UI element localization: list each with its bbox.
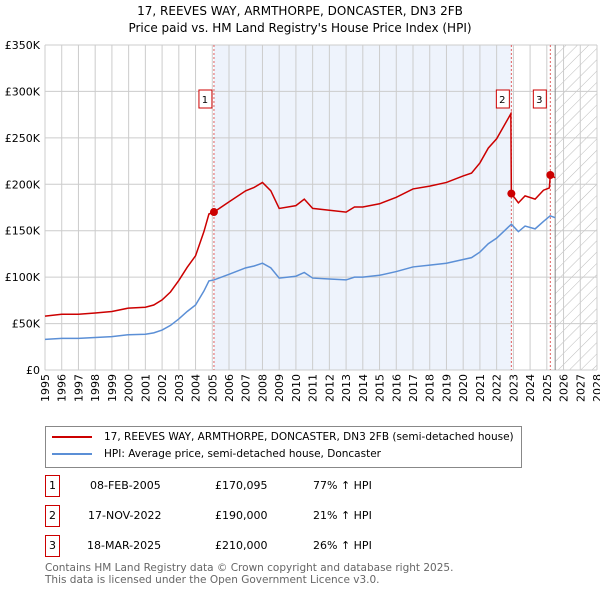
x-tick-label: 2012: [323, 374, 336, 402]
sale-number: 1: [45, 475, 60, 497]
legend-item-hpi: HPI: Average price, semi-detached house,…: [52, 448, 381, 460]
sale-hpi: 21% ↑ HPI: [313, 509, 372, 522]
sale-point: [546, 171, 555, 179]
sale-marker-label: 1: [202, 95, 208, 106]
legend-item-price: 17, REEVES WAY, ARMTHORPE, DONCASTER, DN…: [52, 431, 514, 443]
x-tick-label: 2006: [223, 374, 236, 402]
footer-line: Contains HM Land Registry data © Crown c…: [45, 562, 454, 574]
sale-number: 2: [45, 505, 60, 527]
y-tick-label: £250K: [5, 132, 41, 145]
sale-row: 3 18-MAR-2025 £210,000 26% ↑ HPI: [45, 535, 545, 557]
x-tick-label: 2020: [457, 374, 470, 402]
x-tick-label: 2001: [139, 374, 152, 402]
legend-label: HPI: Average price, semi-detached house,…: [104, 448, 381, 460]
title-line: 17, REEVES WAY, ARMTHORPE, DONCASTER, DN…: [137, 4, 463, 18]
x-tick-label: 2014: [357, 374, 370, 402]
x-tick-label: 1998: [89, 374, 102, 402]
sale-marker-box: [532, 89, 547, 109]
x-tick-label: 2027: [574, 374, 587, 402]
x-tick-label: 2000: [123, 374, 136, 402]
x-tick-label: 2017: [407, 374, 420, 402]
footer-line: This data is licensed under the Open Gov…: [45, 574, 380, 586]
sale-price: £170,095: [215, 479, 268, 492]
y-tick-label: £100K: [5, 271, 41, 284]
x-tick-label: 2008: [256, 374, 269, 402]
series-line-price: [44, 110, 556, 317]
sale-marker-label: 3: [536, 95, 542, 106]
x-tick-label: 2018: [424, 374, 437, 402]
x-tick-label: 2024: [524, 374, 537, 402]
x-tick-label: 2016: [390, 374, 403, 402]
x-tick-label: 2028: [591, 374, 600, 402]
x-tick-label: 2011: [307, 374, 320, 402]
x-tick-label: 2022: [491, 374, 504, 402]
subtitle-line: Price paid vs. HM Land Registry's House …: [128, 21, 472, 35]
x-tick-label: 2019: [440, 374, 453, 402]
x-tick-label: 2003: [173, 374, 186, 402]
x-tick-label: 2007: [240, 374, 253, 402]
x-tick-label: 2026: [558, 374, 571, 402]
x-tick-label: 1995: [39, 374, 52, 402]
legend-swatch-hpi: [52, 453, 92, 455]
x-tick-label: 2004: [190, 374, 203, 402]
legend-swatch-price: [52, 436, 92, 438]
sale-point: [209, 208, 218, 217]
x-tick-label: 1999: [106, 374, 119, 402]
sale-number: 3: [45, 535, 60, 557]
sale-price: £190,000: [215, 509, 268, 522]
y-tick-label: £0: [26, 364, 40, 377]
sale-date: 18-MAR-2025: [87, 539, 162, 552]
x-tick-label: 2025: [541, 374, 554, 402]
legend: 17, REEVES WAY, ARMTHORPE, DONCASTER, DN…: [45, 426, 522, 468]
x-tick-label: 2013: [340, 374, 353, 402]
legend-label: 17, REEVES WAY, ARMTHORPE, DONCASTER, DN…: [104, 431, 514, 443]
x-tick-label: 2010: [290, 374, 303, 402]
sale-point: [507, 189, 516, 198]
x-tick-label: 2021: [474, 374, 487, 402]
x-tick-label: 2009: [273, 374, 286, 402]
x-tick-label: 1997: [72, 374, 85, 402]
y-tick-label: £150K: [5, 225, 41, 238]
forecast-hatch: [555, 45, 597, 370]
sale-marker-label: 2: [499, 95, 505, 106]
sale-row: 1 08-FEB-2005 £170,095 77% ↑ HPI: [45, 475, 545, 497]
sale-date: 08-FEB-2005: [90, 479, 161, 492]
x-tick-label: 2002: [156, 374, 169, 402]
footer: Contains HM Land Registry data © Crown c…: [45, 562, 453, 586]
price-chart: 1995 1996 1997 1998 1999 2000 2001 2002 2003 2004…: [5, 39, 600, 402]
sale-marker-box: [495, 89, 510, 109]
sale-hpi: 26% ↑ HPI: [313, 539, 372, 552]
y-tick-label: £50K: [12, 318, 41, 331]
y-tick-label: £300K: [5, 85, 41, 98]
sale-marker-box: [198, 89, 213, 109]
y-tick-label: £200K: [5, 178, 41, 191]
chart-title: 17, REEVES WAY, ARMTHORPE, DONCASTER, DN…: [0, 3, 600, 37]
x-tick-label: 2023: [507, 374, 520, 402]
series-line-hpi: [44, 215, 556, 341]
x-tick-label: 2015: [374, 374, 387, 402]
y-tick-label: £350K: [5, 39, 41, 52]
x-tick-label: 1996: [56, 374, 69, 402]
sale-hpi: 77% ↑ HPI: [313, 479, 372, 492]
x-tick-label: 2005: [206, 374, 219, 402]
sale-price: £210,000: [215, 539, 268, 552]
sale-date: 17-NOV-2022: [88, 509, 162, 522]
sale-row: 2 17-NOV-2022 £190,000 21% ↑ HPI: [45, 505, 545, 527]
